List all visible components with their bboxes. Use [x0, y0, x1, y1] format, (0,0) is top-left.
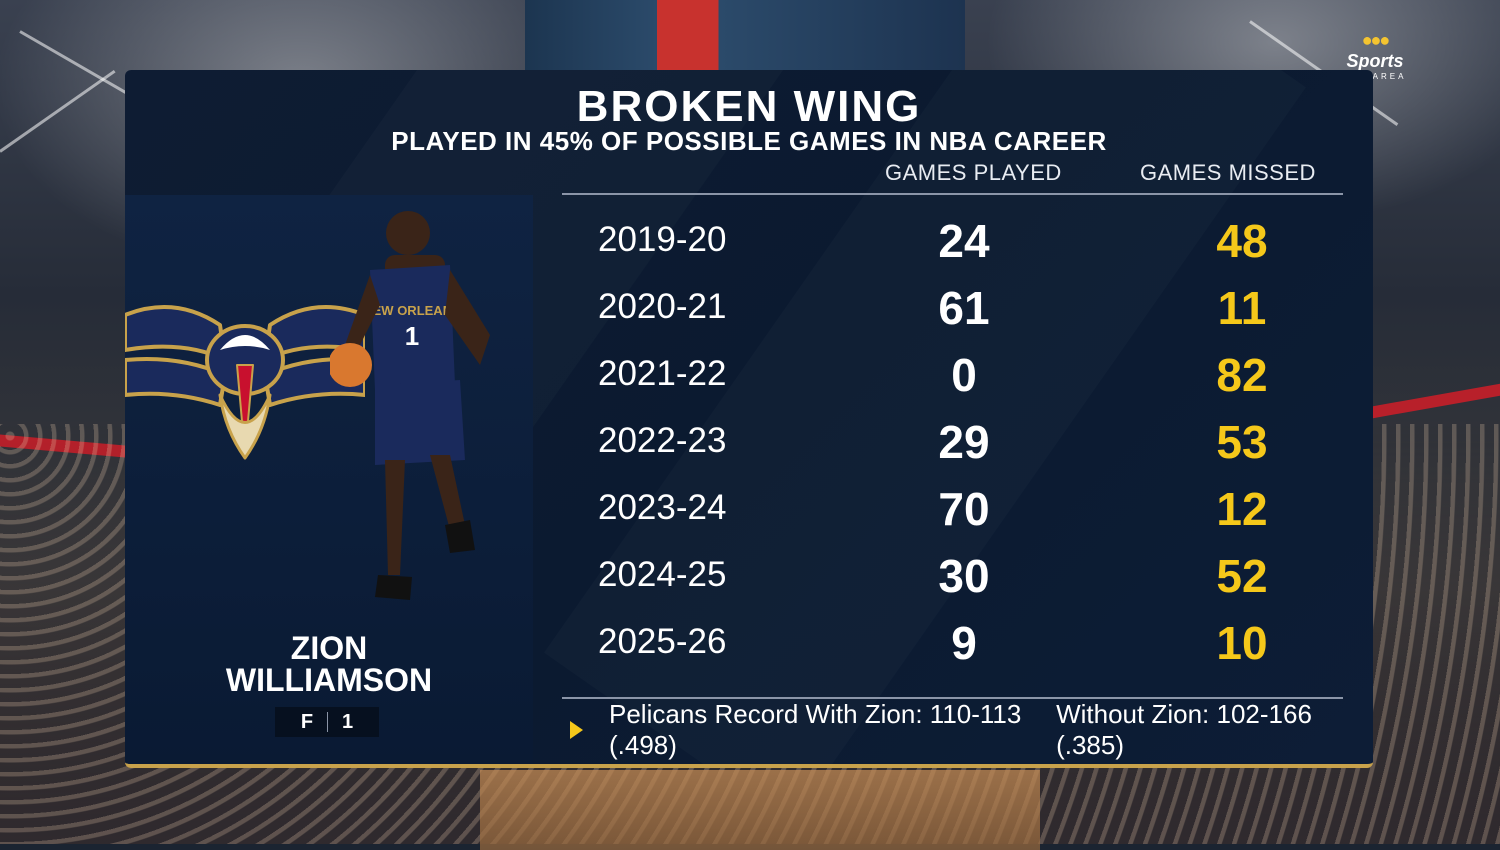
stat-graphic-panel: BROKEN WING PLAYED IN 45% OF POSSIBLE GA…	[125, 70, 1373, 768]
player-position: F	[300, 710, 314, 733]
player-number: 1	[342, 710, 354, 733]
table-row: 2022-23 29 53	[562, 411, 1343, 478]
games-played-value: 24	[938, 215, 990, 267]
games-missed-value: 12	[1216, 483, 1268, 535]
games-played-value: 70	[938, 483, 990, 535]
table-row: 2024-25 30 52	[562, 545, 1343, 612]
games-played-value: 29	[938, 416, 990, 468]
season-label: 2021-22	[598, 354, 727, 393]
table-row: 2023-24 70 12	[562, 478, 1343, 545]
play-arrow-icon	[570, 721, 583, 739]
network-name: Sports	[1346, 51, 1404, 71]
jersey-number: 1	[405, 321, 419, 351]
player-first-name: ZION	[290, 630, 368, 666]
games-missed-value: 82	[1216, 349, 1268, 401]
games-missed-value: 48	[1216, 215, 1268, 267]
games-missed-value: 10	[1216, 617, 1268, 669]
table-divider	[562, 193, 1343, 195]
column-header-games-missed: GAMES MISSED	[1140, 160, 1316, 185]
table-row: 2020-21 61 11	[562, 277, 1343, 344]
player-card: NEW ORLEANS 1 ZION WILLIAMSON F 1	[125, 195, 533, 764]
games-played-value: 61	[938, 282, 990, 334]
player-position-badge: F 1	[275, 707, 379, 737]
table-row: 2025-26 9 10	[562, 612, 1343, 679]
player-photo: NEW ORLEANS 1	[330, 211, 490, 600]
graphic-subtitle: PLAYED IN 45% OF POSSIBLE GAMES IN NBA C…	[391, 126, 1107, 156]
season-label: 2024-25	[598, 555, 727, 594]
season-label: 2022-23	[598, 421, 727, 460]
games-played-value: 9	[951, 617, 977, 669]
peacock-icon: ●●●	[1361, 30, 1391, 50]
pelicans-logo-icon	[125, 305, 365, 460]
player-last-name: WILLIAMSON	[225, 662, 433, 698]
record-footer: Pelicans Record With Zion: 110-113 (.498…	[570, 699, 1350, 760]
season-label: 2023-24	[598, 488, 727, 527]
court-floor	[480, 770, 1040, 850]
games-missed-value: 53	[1216, 416, 1268, 468]
graphic-title: BROKEN WING	[576, 82, 922, 131]
games-missed-value: 11	[1217, 282, 1267, 334]
jersey-text: NEW ORLEANS	[363, 303, 461, 318]
record-without-player: Without Zion: 102-166 (.385)	[1056, 699, 1312, 760]
games-played-value: 0	[951, 349, 977, 401]
arena-jumbotron	[525, 0, 965, 70]
games-missed-value: 52	[1216, 550, 1268, 602]
games-played-value: 30	[938, 550, 990, 602]
table-divider	[562, 697, 1343, 699]
network-subtitle: BAY AREA	[1343, 72, 1407, 81]
badge-divider	[327, 712, 329, 732]
season-label: 2025-26	[598, 622, 727, 661]
network-logo: ●●● Sports BAY AREA	[1320, 30, 1430, 81]
table-row: 2019-20 24 48	[562, 210, 1343, 277]
season-label: 2020-21	[598, 287, 727, 326]
season-label: 2019-20	[598, 220, 727, 259]
record-with-player: Pelicans Record With Zion: 110-113 (.498…	[609, 699, 1022, 760]
column-header-games-played: GAMES PLAYED	[885, 160, 1062, 185]
table-row: 2021-22 0 82	[562, 344, 1343, 411]
